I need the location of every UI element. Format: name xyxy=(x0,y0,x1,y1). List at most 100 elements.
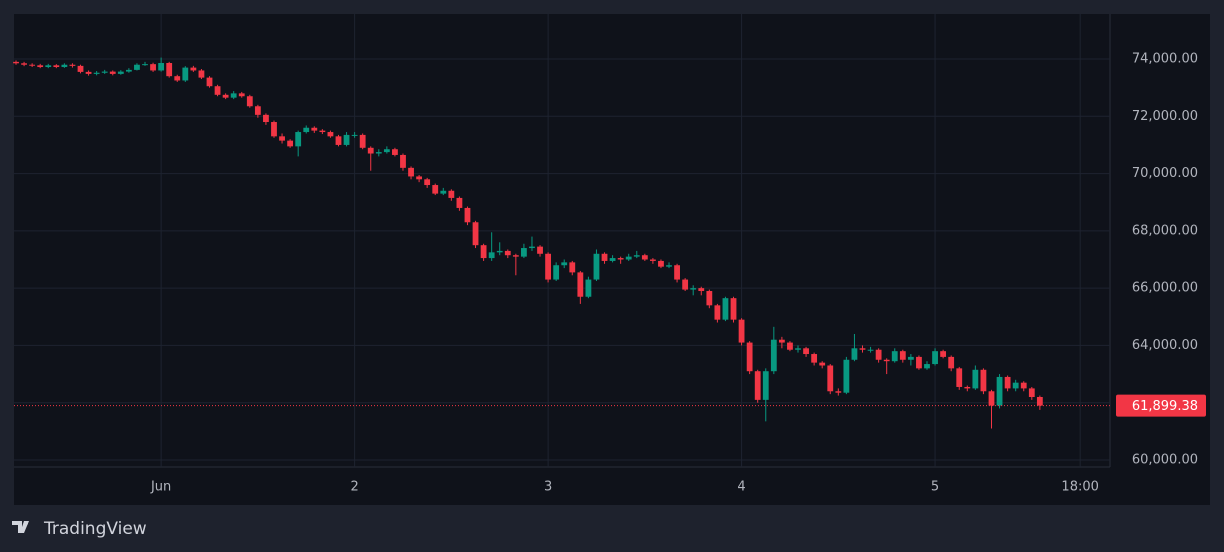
candle-body xyxy=(940,351,947,357)
x-tick-label: 18:00 xyxy=(1061,480,1098,495)
candle-body xyxy=(682,279,689,290)
candle-body xyxy=(117,71,124,74)
candle-body xyxy=(722,298,729,320)
candle-body xyxy=(383,149,390,153)
last-price-label: 61,899.38 xyxy=(1132,399,1198,414)
candle-body xyxy=(698,288,705,292)
candle-body xyxy=(899,351,906,360)
candle-body xyxy=(545,253,551,280)
x-tick-label: 2 xyxy=(350,480,358,495)
candle-body xyxy=(690,288,697,290)
candle-body xyxy=(408,167,414,177)
candle-body xyxy=(166,63,173,77)
candle-body xyxy=(996,376,1003,406)
y-tick-label: 66,000.00 xyxy=(1132,281,1198,296)
candle-body xyxy=(93,72,100,74)
candle-body xyxy=(375,152,382,154)
candle-body xyxy=(416,176,423,180)
brand-name: TradingView xyxy=(43,519,147,539)
candle-body xyxy=(924,364,930,369)
candle-body xyxy=(53,65,60,68)
candle-body xyxy=(835,391,842,393)
candle-body xyxy=(851,348,858,360)
candle-body xyxy=(134,64,140,70)
candle-body xyxy=(101,71,108,73)
candle-body xyxy=(827,365,834,392)
candle-body xyxy=(190,67,197,71)
candle-body xyxy=(658,260,664,267)
candles xyxy=(13,57,1110,429)
candle-body xyxy=(666,265,672,267)
candle-body xyxy=(29,64,36,66)
candle-body xyxy=(714,305,721,320)
candle-body xyxy=(254,106,261,115)
candle-body xyxy=(641,255,648,260)
candle-body xyxy=(819,362,826,366)
y-tick-label: 72,000.00 xyxy=(1132,109,1198,124)
candle-body xyxy=(617,258,624,260)
candle-body xyxy=(625,256,632,260)
candle-body xyxy=(795,348,801,350)
candle-body xyxy=(343,134,350,145)
candle-body xyxy=(327,132,334,137)
candle-body xyxy=(988,391,995,406)
candle-body xyxy=(311,127,318,131)
candle-body xyxy=(351,134,358,136)
candle-body xyxy=(948,356,955,369)
candle-body xyxy=(504,250,511,256)
candle-body xyxy=(512,255,519,257)
candle-body xyxy=(585,279,592,297)
y-tick-label: 70,000.00 xyxy=(1132,166,1198,181)
candle-body xyxy=(206,77,213,87)
candle-body xyxy=(69,64,76,66)
candle-body xyxy=(125,69,132,72)
candle-body xyxy=(843,359,850,393)
x-tick-label: Jun xyxy=(150,480,171,495)
candle-body xyxy=(432,185,439,194)
candle-body xyxy=(867,349,874,351)
candle-body xyxy=(456,197,463,208)
candle-body xyxy=(448,190,455,198)
candle-body xyxy=(1004,376,1011,389)
candle-body xyxy=(198,70,205,78)
candle-body xyxy=(891,351,898,362)
candle-body xyxy=(238,93,245,97)
candle-body xyxy=(577,272,584,297)
candle-body xyxy=(472,222,479,246)
candle-body xyxy=(778,339,785,343)
candle-body xyxy=(649,259,656,261)
candle-body xyxy=(263,114,269,123)
candle-body xyxy=(230,93,237,98)
candle-body xyxy=(980,369,987,392)
candle-body xyxy=(569,262,576,273)
candle-body xyxy=(883,359,890,362)
candle-body xyxy=(561,262,568,266)
candle-body xyxy=(182,67,189,81)
last-price-badge xyxy=(1116,394,1206,417)
candle-body xyxy=(359,134,366,148)
candle-body xyxy=(972,369,979,389)
labels: 60,000.0062,000.0064,000.0066,000.0068,0… xyxy=(150,51,1206,495)
candle-body xyxy=(77,65,84,72)
candle-body xyxy=(730,298,737,320)
candle-body xyxy=(335,136,342,145)
candle-body xyxy=(400,154,406,168)
logo[interactable]: TradingView xyxy=(12,519,147,539)
candle-body xyxy=(1012,382,1019,389)
candle-body xyxy=(85,71,92,74)
candle-body xyxy=(287,140,294,147)
candle-body xyxy=(553,265,560,280)
candle-body xyxy=(174,76,181,81)
candle-body xyxy=(271,122,277,137)
candle-body xyxy=(875,349,882,360)
candle-body xyxy=(746,342,753,372)
y-tick-label: 74,000.00 xyxy=(1132,51,1198,66)
candle-body xyxy=(537,246,543,254)
candle-body xyxy=(464,207,471,223)
candle-body xyxy=(142,64,148,66)
candle-body xyxy=(392,149,398,155)
candle-body xyxy=(811,354,818,363)
candle-body xyxy=(754,371,761,400)
candle-body xyxy=(601,253,608,261)
